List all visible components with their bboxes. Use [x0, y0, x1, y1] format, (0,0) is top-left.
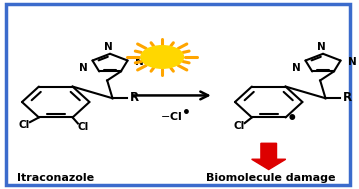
Text: •: • [286, 110, 297, 128]
Text: Cl: Cl [78, 122, 89, 132]
Text: N: N [317, 42, 326, 52]
Text: R: R [130, 91, 139, 104]
Text: N: N [135, 57, 144, 67]
Text: N: N [348, 57, 356, 67]
Text: Cl: Cl [18, 120, 29, 130]
Text: Cl: Cl [234, 122, 245, 131]
Text: Biomolecule damage: Biomolecule damage [206, 173, 335, 183]
Text: $-$Cl: $-$Cl [160, 110, 182, 122]
Text: R: R [342, 91, 352, 104]
Text: Itraconazole: Itraconazole [17, 173, 94, 183]
Text: N: N [292, 63, 301, 73]
Text: N: N [79, 63, 88, 73]
Polygon shape [252, 143, 286, 170]
Text: N: N [104, 42, 113, 52]
Circle shape [141, 46, 183, 68]
Text: •: • [182, 106, 191, 120]
